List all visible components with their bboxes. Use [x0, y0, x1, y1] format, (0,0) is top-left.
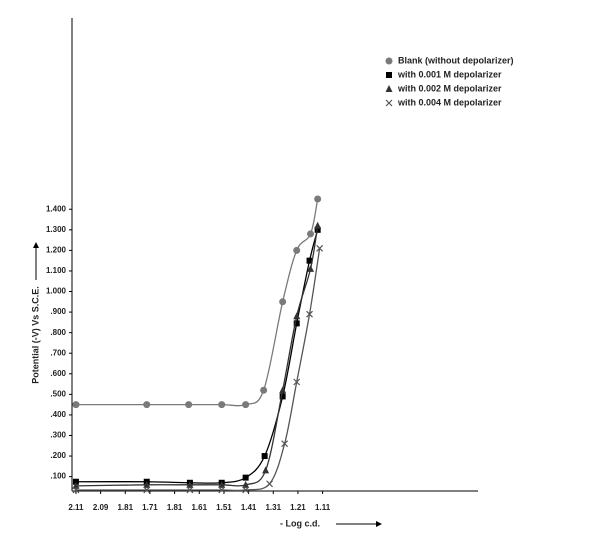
marker	[143, 486, 151, 494]
marker	[279, 298, 287, 306]
x-tick-label: 1.11	[315, 503, 331, 512]
series-line	[75, 198, 319, 407]
marker	[293, 312, 301, 320]
marker	[293, 246, 301, 254]
marker	[307, 230, 315, 238]
marker	[218, 480, 226, 488]
y-tick-label: .400	[50, 410, 66, 419]
marker	[266, 480, 273, 488]
marker	[262, 466, 270, 474]
y-tick-label: 1.100	[46, 266, 67, 275]
y-tick-label: 1.300	[46, 225, 67, 234]
marker	[314, 221, 322, 229]
x-tick-label: 2.11	[68, 503, 84, 512]
y-tick-label: .100	[50, 472, 66, 481]
x-tick-label: 1.61	[191, 503, 207, 512]
marker	[72, 401, 80, 409]
marker	[279, 386, 287, 394]
marker	[279, 393, 286, 400]
legend-marker	[385, 99, 393, 107]
marker	[316, 244, 324, 252]
y-tick-label: .500	[50, 389, 66, 398]
x-tick-label: 1.31	[265, 503, 281, 512]
legend-label: Blank (without depolarizer)	[398, 55, 514, 65]
legend-marker	[385, 57, 393, 65]
marker	[242, 401, 250, 409]
x-tick-label: 1.51	[216, 503, 232, 512]
legend-label: with 0.004 M depolarizer	[397, 97, 502, 107]
marker	[186, 486, 194, 494]
marker	[261, 453, 268, 460]
marker	[72, 481, 80, 489]
y-tick-label: .200	[50, 451, 66, 460]
marker	[218, 401, 226, 409]
legend-label: with 0.001 M depolarizer	[397, 69, 502, 79]
y-tick-label: 1.400	[46, 204, 67, 213]
y-tick-label: .800	[50, 328, 66, 337]
marker	[307, 264, 315, 272]
marker	[242, 486, 250, 494]
marker	[306, 257, 313, 264]
marker	[218, 486, 226, 494]
marker	[293, 320, 300, 327]
marker	[281, 440, 289, 448]
y-tick-label: .900	[50, 307, 66, 316]
x-tick-label: 1.81	[167, 503, 183, 512]
legend-marker	[385, 85, 393, 92]
y-tick-label: .700	[50, 348, 66, 357]
marker	[242, 480, 250, 488]
x-tick-label: 1.21	[290, 503, 306, 512]
y-arrow-head	[33, 242, 39, 248]
marker	[72, 486, 80, 494]
series-line	[75, 229, 319, 484]
marker	[143, 401, 151, 409]
marker	[306, 310, 313, 318]
y-tick-label: 1.000	[46, 287, 67, 296]
marker	[143, 480, 151, 488]
marker	[260, 386, 268, 394]
x-tick-label: 1.81	[117, 503, 133, 512]
series-line	[75, 248, 321, 492]
x-axis-label: - Log c.d.	[280, 518, 320, 528]
marker	[186, 480, 194, 488]
legend-marker	[386, 72, 392, 78]
marker	[242, 474, 249, 481]
legend-label: with 0.002 M depolarizer	[397, 83, 502, 93]
series-line	[75, 225, 319, 487]
marker	[314, 195, 322, 203]
y-tick-label: .600	[50, 369, 66, 378]
marker	[293, 378, 301, 386]
y-axis-label: Potential (-V) Vs S.C.E.	[30, 286, 40, 384]
marker	[72, 478, 79, 485]
x-tick-label: 1.71	[142, 503, 158, 512]
marker	[185, 401, 193, 409]
y-tick-label: 1.200	[46, 245, 67, 254]
x-tick-label: 2.09	[93, 503, 109, 512]
x-tick-label: 1.41	[241, 503, 257, 512]
x-arrow-head	[376, 521, 382, 527]
y-tick-label: .300	[50, 431, 66, 440]
